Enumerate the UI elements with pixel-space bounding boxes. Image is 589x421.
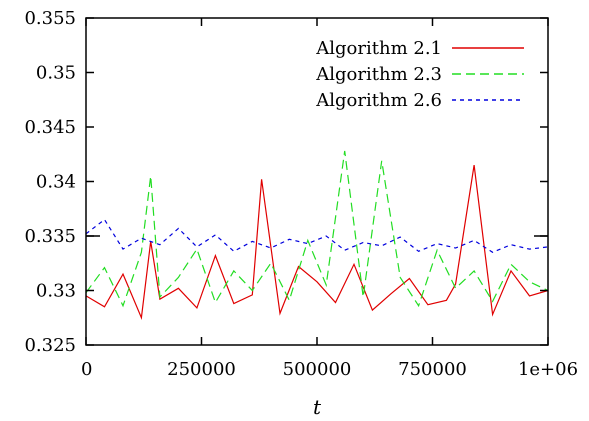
y-tick-label: 0.335 bbox=[24, 226, 76, 247]
series-line-3 bbox=[85, 218, 549, 253]
x-tick-label: 750000 bbox=[398, 359, 467, 380]
y-tick-label: 0.325 bbox=[24, 335, 76, 356]
y-tick-label: 0.34 bbox=[36, 172, 76, 193]
x-tick-label: 1e+06 bbox=[518, 359, 578, 380]
legend-label: Algorithm 2.6 bbox=[315, 90, 442, 111]
ticks-layer: 0 250000 500000 750000 1e+06 0.325 0.33 0.335 0.… bbox=[24, 8, 578, 380]
x-axis-label: t bbox=[313, 395, 322, 419]
legend-label: Algorithm 2.3 bbox=[315, 64, 442, 85]
y-tick-label: 0.33 bbox=[36, 281, 76, 302]
series-line-1 bbox=[85, 165, 549, 321]
x-tick-label: 500000 bbox=[283, 359, 352, 380]
x-tick-label: 0 bbox=[81, 359, 92, 380]
y-tick-label: 0.355 bbox=[24, 8, 76, 29]
y-tick-label: 0.345 bbox=[24, 117, 76, 138]
x-tick-label: 250000 bbox=[167, 359, 236, 380]
series-line-2 bbox=[85, 150, 549, 308]
y-tick-label: 0.35 bbox=[36, 63, 76, 84]
series-layer bbox=[85, 150, 549, 321]
legend-label: Algorithm 2.1 bbox=[315, 38, 442, 59]
legend: Algorithm 2.1 Algorithm 2.3 Algorithm 2.6 bbox=[315, 38, 524, 111]
